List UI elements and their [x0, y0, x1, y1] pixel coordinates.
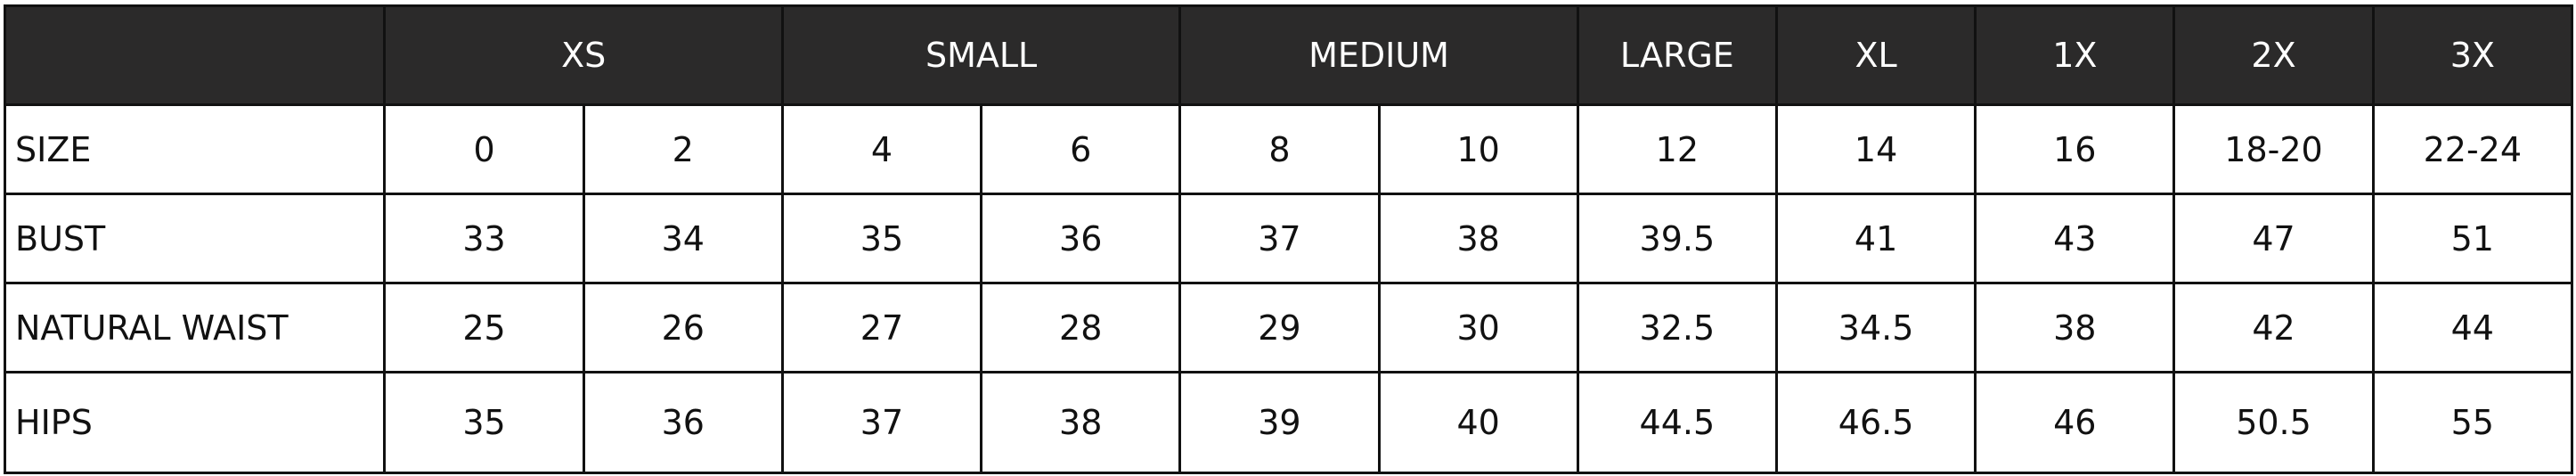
table-cell: 6: [980, 103, 1182, 195]
table-cell: 34.5: [1774, 282, 1977, 373]
table-cell: 37: [1178, 193, 1381, 284]
table-cell: 29: [1178, 282, 1381, 373]
table-cell: 51: [2371, 193, 2574, 284]
table-cell: 28: [980, 282, 1182, 373]
table-row-hips: HIPS 35 36 37 38 39 40 44.5 46.5 46 50.5 55: [3, 371, 2574, 474]
table-cell: 37: [780, 371, 983, 474]
table-cell: 8: [1178, 103, 1381, 195]
table-cell: 41: [1774, 193, 1977, 284]
header-size-xl: XL: [1774, 4, 1977, 106]
header-size-small: SMALL: [780, 4, 1182, 106]
table-cell: 35: [780, 193, 983, 284]
header-size-2x: 2X: [2172, 4, 2375, 106]
row-label: SIZE: [3, 103, 387, 195]
table-cell: 42: [2172, 282, 2375, 373]
table-cell: 47: [2172, 193, 2375, 284]
header-corner-cell: [3, 4, 387, 106]
table-cell: 39.5: [1576, 193, 1778, 284]
header-size-large: LARGE: [1576, 4, 1778, 106]
table-cell: 30: [1377, 282, 1579, 373]
table-cell: 10: [1377, 103, 1579, 195]
table-cell: 12: [1576, 103, 1778, 195]
table-cell: 55: [2371, 371, 2574, 474]
table-cell: 16: [1974, 103, 2176, 195]
header-size-1x: 1X: [1974, 4, 2176, 106]
table-cell: 25: [383, 282, 585, 373]
table-cell: 46: [1974, 371, 2176, 474]
table-cell: 14: [1774, 103, 1977, 195]
table-cell: 38: [1377, 193, 1579, 284]
table-row-bust: BUST 33 34 35 36 37 38 39.5 41 43 47 51: [3, 193, 2574, 284]
table-cell: 38: [980, 371, 1182, 474]
row-label: HIPS: [3, 371, 387, 474]
table-cell: 46.5: [1774, 371, 1977, 474]
size-chart-table: XS SMALL MEDIUM LARGE XL 1X 2X 3X SIZE 0 2 4 6 8 10 12…: [3, 4, 2574, 474]
table-cell: 43: [1974, 193, 2176, 284]
row-label: BUST: [3, 193, 387, 284]
table-cell: 32.5: [1576, 282, 1778, 373]
table-cell: 26: [582, 282, 784, 373]
table-row-size: SIZE 0 2 4 6 8 10 12 14 16 18-20 22-24: [3, 103, 2574, 195]
table-cell: 34: [582, 193, 784, 284]
table-cell: 18-20: [2172, 103, 2375, 195]
table-cell: 0: [383, 103, 585, 195]
table-cell: 35: [383, 371, 585, 474]
table-cell: 40: [1377, 371, 1579, 474]
table-cell: 50.5: [2172, 371, 2375, 474]
header-row: XS SMALL MEDIUM LARGE XL 1X 2X 3X: [3, 4, 2574, 106]
table-cell: 27: [780, 282, 983, 373]
header-size-3x: 3X: [2371, 4, 2574, 106]
header-size-xs: XS: [383, 4, 784, 106]
table-cell: 38: [1974, 282, 2176, 373]
table-row-natural-waist: NATURAL WAIST 25 26 27 28 29 30 32.5 34.5 38 42 44: [3, 282, 2574, 373]
table-cell: 36: [980, 193, 1182, 284]
table-cell: 4: [780, 103, 983, 195]
header-size-medium: MEDIUM: [1178, 4, 1579, 106]
table-cell: 44.5: [1576, 371, 1778, 474]
row-label: NATURAL WAIST: [3, 282, 387, 373]
table-cell: 33: [383, 193, 585, 284]
table-cell: 22-24: [2371, 103, 2574, 195]
table-cell: 39: [1178, 371, 1381, 474]
table-cell: 2: [582, 103, 784, 195]
table-cell: 44: [2371, 282, 2574, 373]
table-cell: 36: [582, 371, 784, 474]
